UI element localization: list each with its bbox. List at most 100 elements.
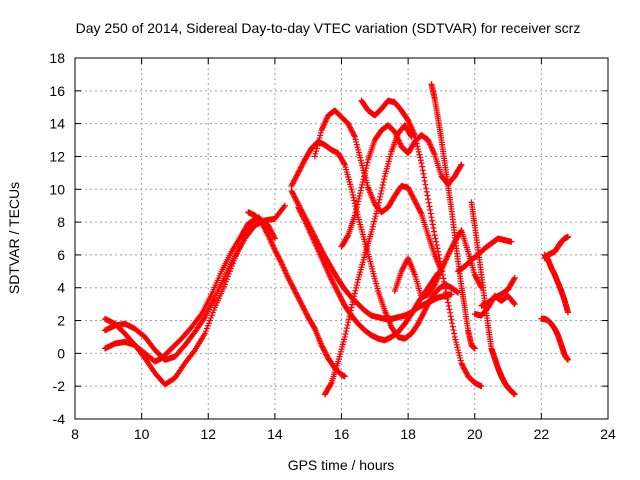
data-point (349, 298, 356, 305)
data-point (318, 342, 325, 349)
data-point (275, 254, 282, 261)
data-point (511, 274, 518, 281)
x-tick-label: 12 (200, 426, 216, 442)
data-point (399, 267, 406, 274)
data-point (293, 198, 300, 205)
data-point (357, 154, 364, 161)
data-point (346, 123, 353, 130)
data-point (209, 309, 216, 316)
data-point (329, 277, 336, 284)
data-point (374, 205, 381, 212)
data-point (272, 248, 279, 255)
data-point (473, 275, 480, 282)
data-point (266, 224, 273, 231)
data-point (369, 223, 376, 230)
data-point (287, 280, 294, 287)
data-point (347, 124, 354, 131)
data-point (290, 179, 297, 186)
series-20 (538, 315, 572, 363)
data-point (443, 292, 450, 299)
data-point (299, 161, 306, 168)
data-point (313, 145, 320, 152)
data-point (446, 249, 453, 256)
data-point (323, 351, 330, 358)
data-point (463, 369, 470, 376)
series-17 (471, 292, 518, 319)
data-point (205, 320, 212, 327)
data-point (293, 172, 300, 179)
data-point (445, 302, 452, 309)
data-point (417, 208, 424, 215)
data-point (311, 324, 318, 331)
data-point (376, 196, 383, 203)
y-tick-label: 8 (57, 214, 65, 230)
data-point (311, 153, 318, 160)
x-tick-label: 22 (534, 426, 550, 442)
data-point (411, 197, 418, 204)
data-point (458, 161, 465, 168)
data-point (443, 289, 450, 296)
data-point (354, 201, 361, 208)
x-tick-label: 16 (334, 426, 350, 442)
data-point (447, 313, 454, 320)
data-point (289, 180, 296, 187)
data-point (437, 258, 444, 265)
data-point (459, 362, 466, 369)
data-point (337, 294, 344, 301)
data-point (415, 319, 422, 326)
data-point (373, 210, 380, 217)
data-point (448, 316, 455, 323)
data-point (295, 294, 302, 301)
data-point (508, 238, 515, 245)
data-point (408, 133, 415, 140)
data-point (345, 121, 352, 128)
data-point (369, 226, 376, 233)
data-point (435, 251, 442, 258)
data-marks (101, 81, 572, 398)
data-point (447, 247, 454, 254)
data-point (452, 336, 459, 343)
data-point (346, 313, 353, 320)
data-point (303, 310, 310, 317)
series-13 (428, 81, 478, 352)
data-point (424, 302, 431, 309)
data-point (359, 179, 366, 186)
data-point (300, 305, 307, 312)
data-point (291, 194, 298, 201)
x-tick-label: 14 (267, 426, 283, 442)
y-tick-label: 2 (57, 313, 65, 329)
data-point (289, 190, 296, 197)
data-point (431, 228, 438, 235)
data-point (347, 125, 354, 132)
data-point (461, 366, 468, 373)
data-point (363, 165, 370, 172)
data-point (416, 151, 423, 158)
data-point (449, 244, 456, 251)
data-point (267, 226, 274, 233)
data-point (292, 195, 299, 202)
data-point (332, 284, 339, 291)
data-point (349, 301, 356, 308)
data-point (436, 255, 443, 262)
data-point (258, 219, 265, 226)
data-point (379, 184, 386, 191)
x-tick-label: 18 (400, 426, 416, 442)
data-point (319, 344, 326, 351)
data-point (399, 265, 406, 272)
data-point (511, 301, 518, 308)
series-12 (391, 227, 485, 301)
data-point (291, 288, 298, 295)
data-point (293, 290, 300, 297)
data-point (407, 188, 414, 195)
data-point (450, 327, 457, 334)
data-point (280, 203, 287, 210)
data-point (355, 195, 362, 202)
data-point (300, 159, 307, 166)
data-point (261, 225, 268, 232)
data-point (285, 276, 292, 283)
data-point (292, 175, 299, 182)
data-point (355, 146, 362, 153)
data-point (298, 210, 305, 217)
data-point (299, 160, 306, 167)
